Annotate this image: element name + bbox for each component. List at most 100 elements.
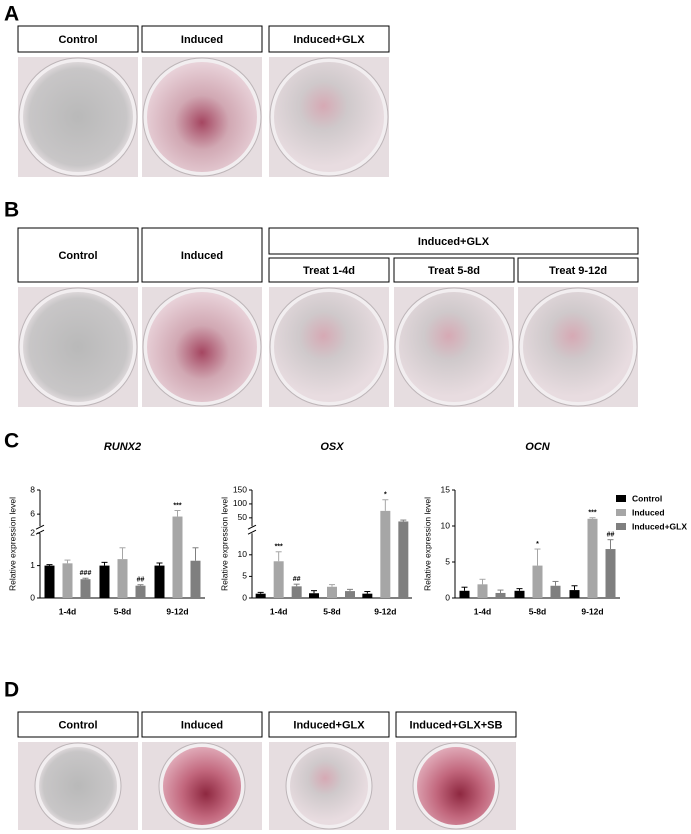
well-stain	[290, 747, 368, 825]
well-stain	[23, 292, 133, 402]
header-label: Induced+GLX	[418, 236, 490, 248]
x-tick-label: 9-12d	[581, 606, 603, 616]
header-label: Treat 9-12d	[549, 265, 607, 277]
bar	[459, 590, 470, 598]
x-tick-label: 1-4d	[474, 606, 491, 616]
legend-label: Induced	[632, 507, 665, 517]
significance-label: ###	[80, 570, 92, 577]
header-box	[268, 227, 639, 255]
significance-label: ##	[293, 576, 301, 583]
header-label: Induced	[181, 34, 223, 46]
header-label: Control	[58, 250, 97, 262]
legend-swatch	[616, 523, 626, 530]
y-tick-label: 5	[445, 556, 450, 566]
chart-title: OCN	[525, 441, 551, 453]
well-stain	[417, 747, 495, 825]
bar	[190, 560, 201, 598]
header-box	[141, 25, 263, 53]
bar	[587, 518, 598, 598]
well-stain	[23, 62, 133, 172]
bar	[605, 549, 616, 598]
header-box	[268, 257, 390, 283]
legend-swatch	[616, 509, 626, 516]
bar	[345, 591, 355, 598]
header-label: Induced+GLX+SB	[410, 719, 503, 731]
y-tick-label: 15	[441, 484, 451, 494]
y-tick-label: 0	[445, 592, 450, 602]
axis-break	[247, 524, 257, 530]
header-box	[517, 257, 639, 283]
y-tick-label: 150	[233, 484, 247, 494]
significance-label: *	[384, 492, 387, 499]
bar	[495, 592, 506, 598]
panel-label: C	[4, 430, 19, 453]
x-tick-label: 9-12d	[374, 606, 396, 616]
legend-label: Induced+GLX	[632, 521, 687, 531]
header-label: Induced+GLX	[293, 34, 365, 46]
header-box	[141, 227, 263, 283]
bar	[273, 561, 284, 598]
bar	[154, 565, 165, 598]
bar	[44, 565, 55, 598]
bar	[477, 584, 488, 598]
well-stain	[399, 292, 509, 402]
bar	[514, 590, 525, 598]
y-axis-label: Relative expression level	[7, 497, 17, 591]
well-stain	[274, 62, 384, 172]
well-stain	[274, 292, 384, 402]
x-tick-label: 5-8d	[529, 606, 546, 616]
header-label: Control	[58, 34, 97, 46]
x-tick-label: 1-4d	[270, 606, 287, 616]
header-box	[17, 227, 139, 283]
bar	[327, 586, 337, 598]
bar	[291, 586, 302, 598]
well-stain	[147, 292, 257, 402]
bar	[550, 585, 561, 598]
header-box	[268, 711, 390, 738]
bar	[99, 565, 110, 598]
x-tick-label: 1-4d	[59, 606, 76, 616]
header-box	[141, 711, 263, 738]
y-tick-label: 50	[238, 512, 248, 522]
significance-label: ***	[588, 510, 596, 517]
y-tick-label: 10	[441, 520, 451, 530]
bar	[135, 585, 146, 598]
header-label: Treat 1-4d	[303, 265, 355, 277]
panel-label: B	[4, 199, 19, 222]
bar	[569, 590, 580, 598]
bar	[532, 565, 543, 598]
bar	[255, 593, 266, 598]
bar	[62, 563, 73, 598]
y-tick-label: 10	[238, 549, 248, 559]
legend-swatch	[616, 495, 626, 502]
significance-label: ##	[137, 577, 145, 584]
bar	[398, 521, 409, 598]
chart-title: RUNX2	[104, 441, 141, 453]
y-tick-label: 0	[30, 592, 35, 602]
significance-label: ##	[607, 532, 615, 539]
axis-break	[247, 529, 257, 535]
header-label: Induced+GLX	[293, 719, 365, 731]
panel-label: A	[4, 3, 19, 26]
bar	[362, 593, 373, 598]
significance-label: *	[536, 541, 539, 548]
well-stain	[147, 62, 257, 172]
header-box	[395, 711, 517, 738]
header-box	[268, 25, 390, 53]
y-axis-label: Relative expression level	[219, 497, 229, 591]
legend-label: Control	[632, 493, 662, 503]
header-box	[17, 25, 139, 53]
well-stain	[523, 292, 633, 402]
header-label: Control	[58, 719, 97, 731]
header-label: Induced	[181, 719, 223, 731]
y-tick-label: 2	[30, 527, 35, 537]
well-stain	[39, 747, 117, 825]
header-label: Treat 5-8d	[428, 265, 480, 277]
header-label: Induced	[181, 250, 223, 262]
x-tick-label: 5-8d	[114, 606, 131, 616]
axis-break	[35, 524, 45, 530]
chart-title: OSX	[320, 441, 344, 453]
y-tick-label: 100	[233, 498, 247, 508]
bar	[80, 579, 91, 598]
y-tick-label: 1	[30, 560, 35, 570]
